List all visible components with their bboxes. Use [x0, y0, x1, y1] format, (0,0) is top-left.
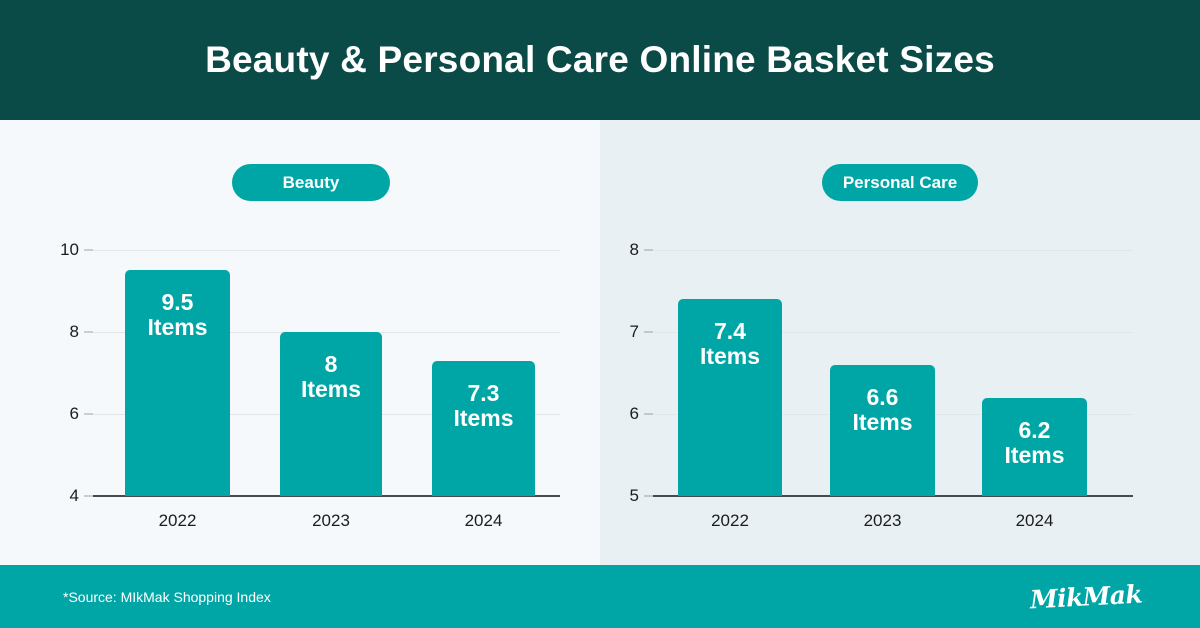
xtick-label-2024: 2024: [464, 511, 503, 530]
ytick-stub: [84, 413, 93, 415]
xtick-label-2024: 2024: [1015, 511, 1054, 530]
charts-area: Beauty 10 8 6 4 9.5 I: [0, 120, 1200, 565]
bar-unit-label: Items: [1004, 441, 1065, 468]
gridline-7: [653, 332, 1133, 333]
xtick-label-2022: 2022: [711, 511, 749, 530]
ytick-label: 4: [69, 486, 79, 505]
gridline-10: [93, 250, 560, 251]
ytick-stub: [84, 331, 93, 333]
ytick-label: 8: [629, 240, 639, 259]
chart-beauty: 10 8 6 4 9.5 Items 2022 8 Items 2023: [60, 240, 560, 530]
ytick-label: 7: [629, 322, 639, 341]
bar-unit-label: Items: [453, 404, 514, 431]
panel-beauty: Beauty 10 8 6 4 9.5 I: [0, 120, 600, 565]
ytick-label: 6: [69, 404, 79, 423]
bar-personal-care-2024[interactable]: 6.2 Items 2024: [982, 398, 1087, 530]
chart-personal-care: 8 7 6 5 7.4 Items 2022 6.6 Items 2023: [630, 240, 1133, 530]
bar-unit-label: Items: [147, 313, 208, 340]
xtick-label-2022: 2022: [158, 511, 197, 530]
ytick-label: 6: [629, 404, 639, 423]
bar-beauty-2023[interactable]: 8 Items 2023: [280, 332, 382, 530]
header-banner: Beauty & Personal Care Online Basket Siz…: [0, 0, 1200, 120]
bar-value-label: 7.3: [467, 380, 500, 406]
ytick-stub: [84, 249, 93, 251]
bar-group-personal-care: 7.4 Items 2022 6.6 Items 2023 6.2 Items …: [653, 250, 1133, 530]
axis-baseline: [93, 495, 560, 497]
bar-beauty-2022[interactable]: 9.5 Items 2022: [125, 270, 230, 530]
bar-value-label: 7.4: [714, 318, 746, 344]
bar-value-label: 6.2: [1018, 417, 1051, 443]
bar-beauty-2024[interactable]: 7.3 Items 2024: [432, 361, 535, 530]
legend-pill-beauty: Beauty: [232, 164, 390, 201]
source-note: *Source: MIkMak Shopping Index: [63, 588, 271, 605]
ytick-stub: [644, 249, 653, 251]
bar-personal-care-2022[interactable]: 7.4 Items 2022: [678, 299, 782, 530]
bar-personal-care-2023[interactable]: 6.6 Items 2023: [830, 365, 935, 530]
ytick-stub: [84, 495, 93, 497]
axis-baseline: [653, 495, 1133, 497]
footer-bar: *Source: MIkMak Shopping Index MikMak: [0, 565, 1200, 628]
ytick-stub: [644, 413, 653, 415]
ytick-label: 5: [629, 486, 639, 505]
bar-value-label: 6.6: [866, 384, 899, 410]
page-title: Beauty & Personal Care Online Basket Siz…: [205, 39, 995, 80]
ytick-label: 8: [69, 322, 79, 341]
xtick-label-2023: 2023: [312, 511, 350, 530]
ytick-stub: [644, 495, 653, 497]
bar-unit-label: Items: [699, 342, 761, 369]
bar-value-label: 8: [324, 351, 338, 377]
ytick-label: 10: [60, 240, 79, 259]
xtick-label-2023: 2023: [863, 511, 902, 530]
bar-value-label: 9.5: [161, 289, 194, 315]
legend-pill-personal-care: Personal Care: [822, 164, 978, 201]
ytick-stub: [644, 331, 653, 333]
gridline-8: [653, 250, 1133, 251]
mikmak-logo: MikMak: [1029, 579, 1143, 614]
bar-unit-label: Items: [852, 408, 913, 435]
bar-group-beauty: 9.5 Items 2022 8 Items 2023 7.3 Items 20…: [93, 250, 560, 530]
panel-personal-care: Personal Care 8 7 6 5 7.4: [600, 120, 1200, 565]
bar-unit-label: Items: [300, 375, 362, 402]
